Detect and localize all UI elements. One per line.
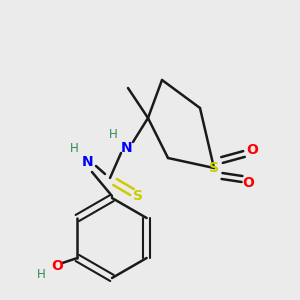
Text: S: S — [133, 189, 143, 203]
Text: O: O — [246, 143, 258, 157]
Text: O: O — [242, 176, 254, 190]
Text: H: H — [37, 268, 46, 281]
Text: S: S — [209, 161, 219, 175]
Text: H: H — [70, 142, 78, 155]
Text: H: H — [109, 128, 117, 142]
Text: O: O — [51, 259, 63, 273]
Text: N: N — [121, 141, 133, 155]
Text: N: N — [82, 155, 94, 169]
